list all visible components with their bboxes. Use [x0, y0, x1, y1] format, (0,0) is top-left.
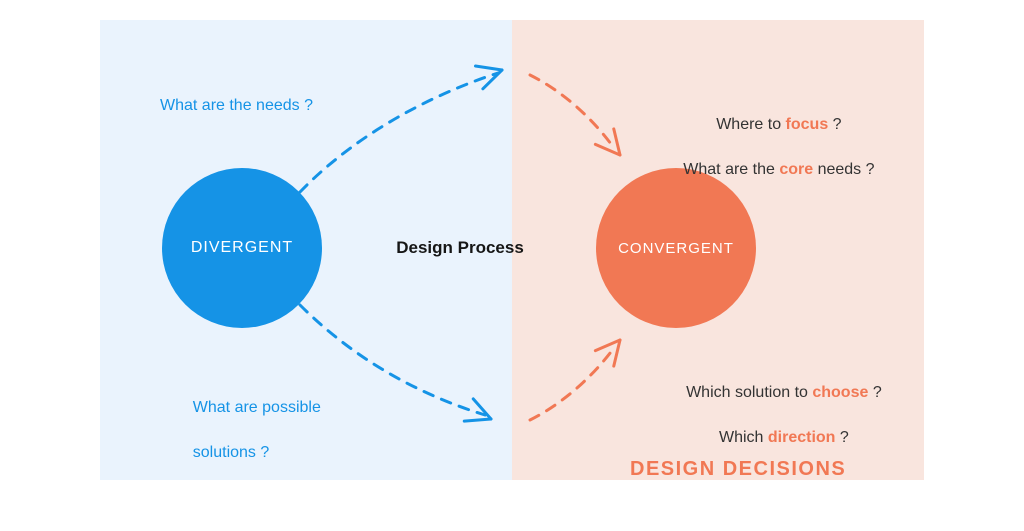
question-convergent-top: Where to focus ? What are the core needs… [665, 92, 874, 204]
convergent-label: CONVERGENT [618, 240, 734, 257]
text-line: What are possible [193, 399, 321, 416]
keyword: core [779, 161, 813, 178]
text-part: ? [835, 429, 848, 446]
text-part: Which solution to [686, 384, 812, 401]
keyword: focus [786, 116, 829, 133]
question-convergent-bottom: Which solution to choose ? Which directi… [668, 360, 881, 472]
text-part: ? [828, 116, 841, 133]
text-part: What are the [683, 161, 779, 178]
text-part: ? [868, 384, 881, 401]
keyword: choose [812, 384, 868, 401]
keyword: direction [768, 429, 836, 446]
footer-design-decisions: DESIGN DECISIONS [630, 458, 846, 481]
question-divergent-top: What are the needs ? [160, 95, 313, 117]
center-label: Design Process [396, 238, 524, 258]
divergent-circle: DIVERGENT [162, 168, 322, 328]
divergent-label: DIVERGENT [191, 239, 293, 257]
question-divergent-bottom: What are possible solutions ? [175, 375, 321, 487]
text-line: solutions ? [193, 444, 270, 461]
text-part: Which [719, 429, 768, 446]
text-part: Where to [716, 116, 785, 133]
text-part: needs ? [813, 161, 874, 178]
